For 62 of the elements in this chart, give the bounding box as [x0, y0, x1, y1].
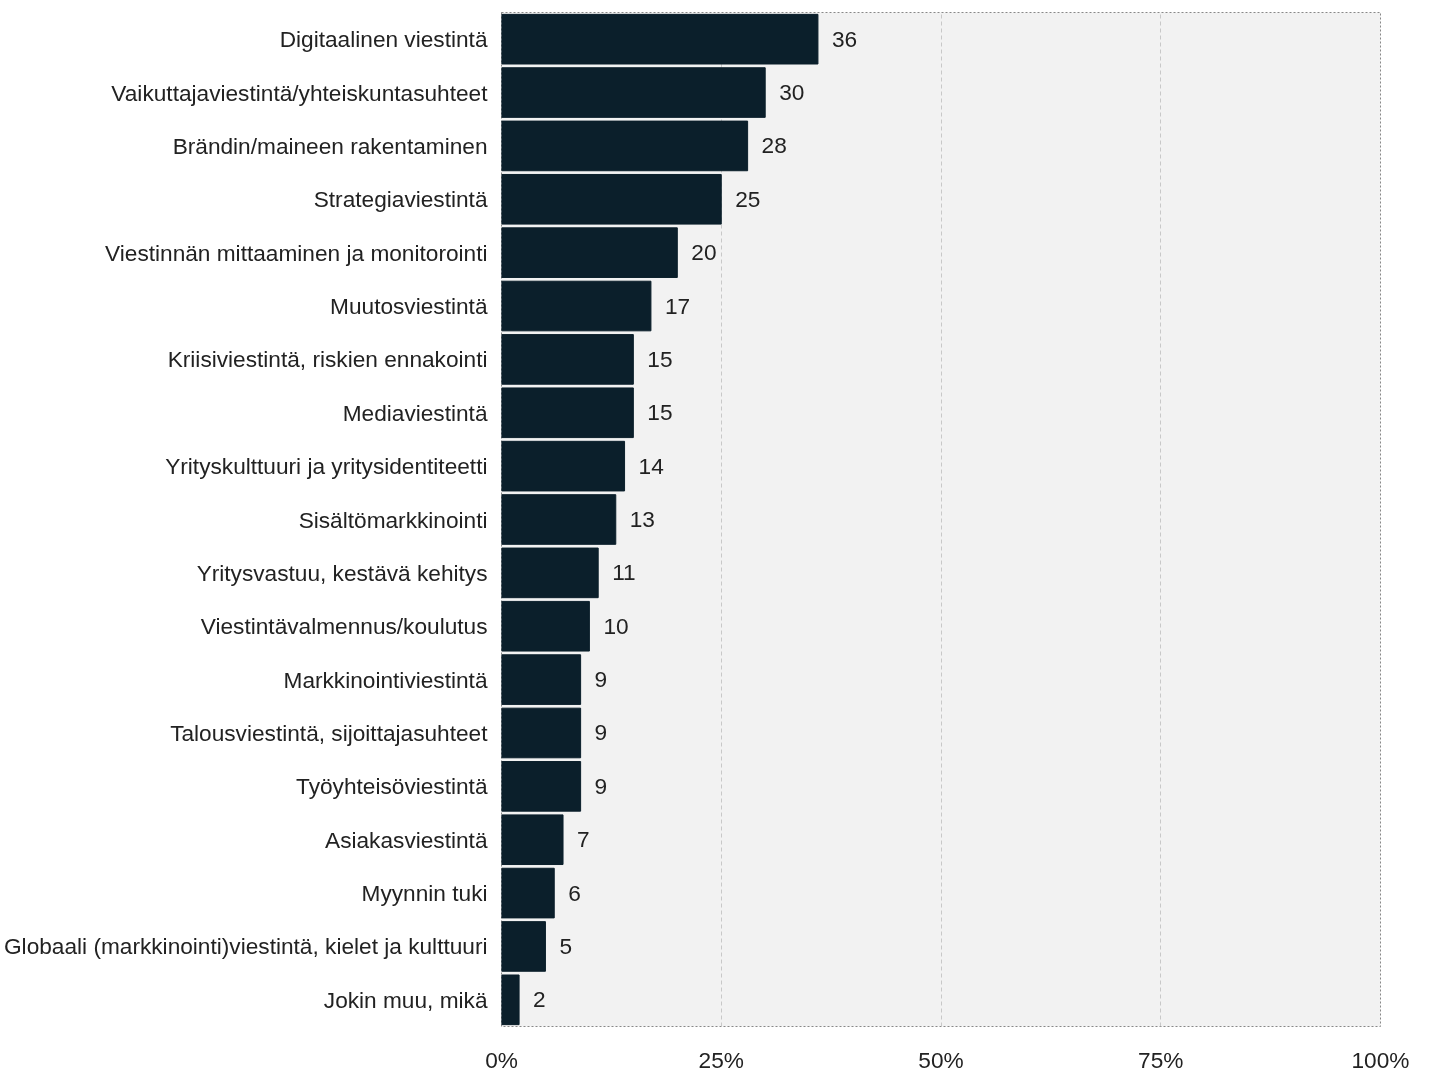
bar	[501, 974, 520, 1026]
y-tick-label: Muutosviestintä	[330, 293, 488, 320]
x-tick-label: 75%	[1138, 1046, 1184, 1073]
data-label: 7	[577, 826, 590, 853]
bar	[501, 707, 582, 759]
bar	[501, 387, 634, 439]
data-label: 25	[735, 185, 761, 212]
y-tick-label: Myynnin tuki	[361, 880, 488, 907]
bar	[501, 280, 652, 332]
data-label: 15	[647, 399, 673, 426]
x-tick-label: 0%	[485, 1046, 518, 1073]
x-tick-label: 25%	[698, 1046, 744, 1073]
bar	[501, 67, 766, 118]
x-tick-label: 100%	[1351, 1046, 1410, 1073]
y-tick-label: Jokin muu, mikä	[323, 986, 488, 1013]
bar	[501, 440, 626, 492]
data-label: 5	[559, 932, 573, 959]
y-tick-label: Brändin/maineen rakentaminen	[172, 132, 488, 159]
data-label: 9	[594, 772, 608, 799]
data-label: 36	[831, 25, 858, 52]
data-label: 28	[761, 132, 787, 159]
y-tick-label: Kriisiviestintä, riskien ennakointi	[167, 346, 488, 373]
y-tick-label: Talousviestintä, sijoittajasuhteet	[170, 719, 489, 746]
data-label: 10	[603, 612, 629, 639]
bar	[501, 867, 555, 919]
y-tick-label: Sisältömarkkinointi	[298, 506, 488, 533]
y-tick-label: Digitaalinen viestintä	[279, 26, 488, 53]
bar	[501, 173, 722, 225]
bar	[501, 494, 617, 545]
y-tick-label: Vaikuttajaviestintä/yhteiskuntasuhteet	[111, 79, 489, 106]
y-tick-label: Strategiaviestintä	[313, 186, 488, 213]
bar	[501, 600, 590, 652]
data-label: 13	[629, 506, 655, 532]
data-label: 14	[638, 452, 664, 479]
y-tick-label: Yritysvastuu, kestävä kehitys	[196, 559, 488, 586]
bar	[501, 334, 634, 385]
data-label: 9	[594, 666, 608, 693]
data-label: 6	[568, 879, 581, 906]
bar	[501, 227, 678, 278]
y-tick-label: Markkinointiviestintä	[283, 666, 488, 693]
data-label: 9	[594, 719, 608, 746]
y-tick-label: Mediaviestintä	[342, 399, 488, 426]
data-label: 15	[647, 345, 673, 372]
bar	[501, 120, 749, 172]
x-tick-label: 50%	[918, 1046, 964, 1073]
data-label: 17	[664, 292, 691, 319]
bar	[501, 921, 546, 972]
y-tick-label: Asiakasviestintä	[325, 826, 488, 853]
data-label: 20	[691, 239, 717, 266]
data-label: 30	[779, 79, 805, 106]
y-tick-label: Työyhteisöviestintä	[296, 773, 488, 800]
bar	[501, 13, 819, 65]
y-tick-label: Viestinnän mittaaminen ja monitorointi	[105, 239, 488, 266]
data-label: 2	[533, 986, 546, 1013]
y-tick-label: Viestintävalmennus/koulutus	[200, 613, 488, 640]
bar	[501, 547, 599, 599]
y-tick-label: Yrityskulttuuri ja yritysidentiteetti	[165, 453, 488, 480]
bar	[501, 814, 564, 866]
bar	[501, 761, 582, 812]
y-tick-label: Globaali (markkinointi)viestintä, kielet ja kulttuuri	[3, 933, 488, 960]
data-label: 11	[612, 559, 636, 586]
bar	[501, 654, 582, 705]
